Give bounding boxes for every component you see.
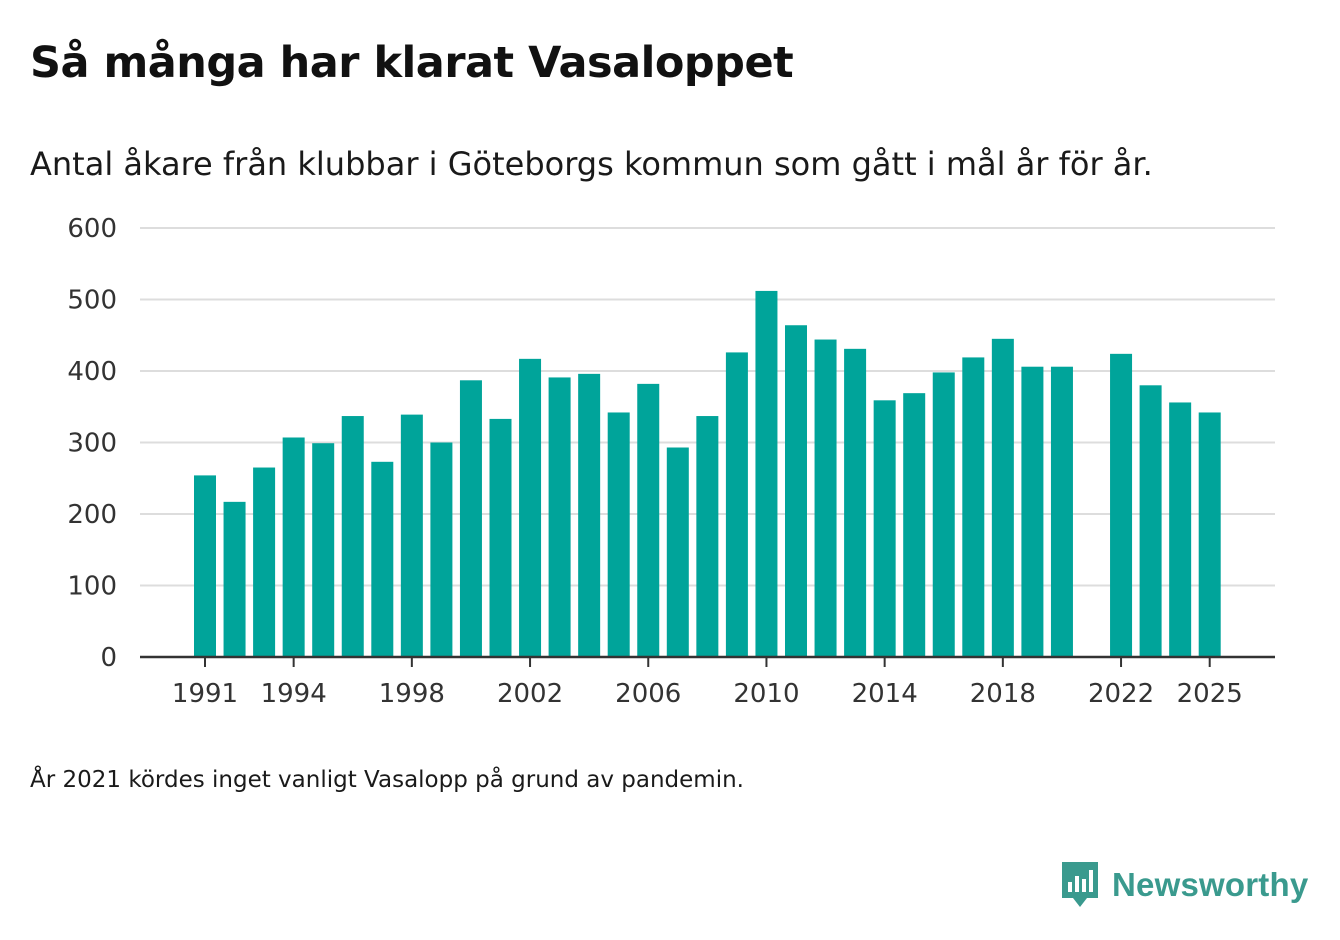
bar-1993 [253,467,276,657]
bar-2023 [1139,385,1162,657]
x-tick-label: 2018 [970,679,1036,709]
bar-2016 [932,372,955,657]
bar-2009 [725,352,748,657]
x-tick-label: 2014 [852,679,918,709]
bar-2025 [1198,412,1221,657]
bars [194,290,1221,657]
bar-1998 [400,414,423,657]
bar-1992 [223,501,246,657]
bar-2005 [607,412,630,657]
bar-2002 [519,358,542,657]
chart-title: Så många har klarat Vasaloppet [30,38,794,88]
bar-2008 [696,416,719,657]
bar-2003 [548,377,571,657]
x-tick-label: 1991 [172,679,238,709]
bar-2012 [814,339,837,657]
y-axis-labels: 0 100 200 300 400 500 600 [67,214,117,673]
bar-2004 [578,373,601,657]
bar-2001 [489,418,512,657]
x-tick-label: 1994 [261,679,327,709]
y-tick-label: 600 [67,214,117,244]
bar-2013 [844,348,867,657]
bar-2006 [637,383,660,657]
x-tick-label: 2010 [733,679,799,709]
bar-1991 [194,475,216,657]
y-tick-label: 500 [67,286,117,316]
bar-2024 [1169,402,1192,657]
bar-2022 [1110,353,1133,657]
newsworthy-logo-icon [1062,862,1098,907]
footnote: År 2021 kördes inget vanligt Vasalopp på… [30,767,744,793]
bar-2011 [785,325,807,657]
bar-chart: 0 100 200 300 400 500 600 1991 1994 1998 2002 2006… [67,214,1275,709]
bar-2007 [666,447,689,657]
bar-2018 [991,338,1014,657]
y-tick-label: 400 [67,357,117,387]
bar-1999 [430,442,453,657]
x-tick-label: 2025 [1177,679,1243,709]
bar-2000 [459,380,482,657]
bar-2019 [1021,366,1044,657]
y-tick-label: 0 [100,643,117,673]
bar-2017 [962,357,985,657]
bar-1996 [341,416,364,657]
bar-1997 [371,461,394,657]
x-tick-label: 2002 [497,679,563,709]
y-tick-label: 300 [67,429,117,459]
bar-2020 [1050,366,1073,657]
brand: Newsworthy [1060,860,1308,910]
chart-subtitle: Antal åkare från klubbar i Göteborgs kom… [30,145,1153,183]
x-axis: 1991 1994 1998 2002 2006 2010 2014 2018 2022 2025 [140,655,1275,709]
bar-1995 [312,443,335,657]
x-tick-label: 1998 [379,679,445,709]
y-tick-label: 200 [67,500,117,530]
brand-name: Newsworthy [1112,866,1309,903]
y-tick-label: 100 [67,572,117,602]
x-tick-label: 2006 [615,679,681,709]
bar-2014 [873,400,896,657]
bar-1994 [282,437,305,657]
bar-2010 [755,290,778,657]
x-tick-label: 2022 [1088,679,1154,709]
bar-2015 [903,393,926,657]
